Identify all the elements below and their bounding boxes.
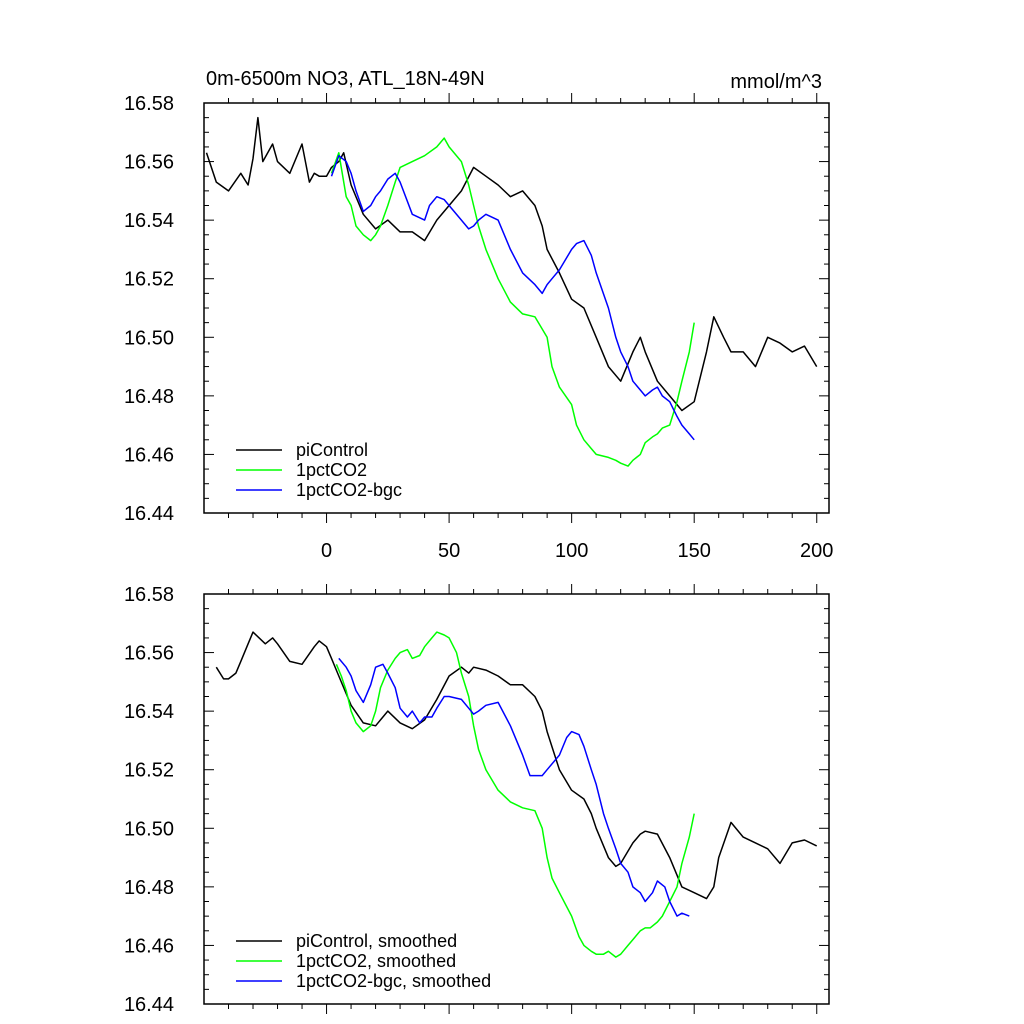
y-tick-label: 16.54 <box>124 210 174 232</box>
series-line-1pctco2-smoothed <box>335 631 695 958</box>
legend-label: 1pctCO2-bgc <box>296 480 402 500</box>
series-line-picontrol <box>205 116 818 412</box>
series-line-1pctco2-bgc <box>330 154 695 441</box>
y-tick-label: 16.48 <box>124 386 174 408</box>
x-tick-label: 100 <box>555 540 588 562</box>
y-tick-label: 16.56 <box>124 152 174 174</box>
x-tick-label: 50 <box>438 540 460 562</box>
x-tick-label: 150 <box>678 540 711 562</box>
panel-bottom: 16.44 16.46 16.48 16.50 16.52 16.54 16.56 16.58… <box>124 584 830 1016</box>
legend-label: piControl, smoothed <box>296 931 457 951</box>
y-tick-label: 16.44 <box>124 994 174 1016</box>
x-tick-label: 0 <box>321 540 332 562</box>
series-bottom <box>215 631 818 958</box>
legend-label: 1pctCO2-bgc, smoothed <box>296 971 491 991</box>
y-tick-label: 16.50 <box>124 818 174 840</box>
y-tick-label: 16.58 <box>124 584 174 606</box>
legend-label: 1pctCO2, smoothed <box>296 951 456 971</box>
y-tick-label: 16.52 <box>124 760 174 782</box>
y-tick-label: 16.52 <box>124 269 174 291</box>
y-tick-label: 16.46 <box>124 935 174 957</box>
panel-top: 0m-6500m NO3, ATL_18N-49N mmol/m^3 16.44… <box>124 68 833 562</box>
legend-label: 1pctCO2 <box>296 460 367 480</box>
legend-label: piControl <box>296 440 368 460</box>
y-tick-label: 16.58 <box>124 93 174 115</box>
y-tick-label: 16.56 <box>124 643 174 665</box>
x-axis-bottom <box>228 584 818 1014</box>
y-tick-label: 16.48 <box>124 877 174 899</box>
y-tick-label: 16.50 <box>124 327 174 349</box>
y-tick-label: 16.44 <box>124 503 174 525</box>
series-line-picontrol-smoothed <box>215 631 818 900</box>
y-axis-top: 16.44 16.46 16.48 16.50 16.52 16.54 16.56 16.58 <box>124 93 829 525</box>
x-tick-label: 200 <box>800 540 833 562</box>
series-line-1pctco2-bgc-smoothed <box>338 657 690 917</box>
chart-title: 0m-6500m NO3, ATL_18N-49N <box>206 68 485 90</box>
series-top <box>205 116 818 467</box>
series-line-1pctco2 <box>330 137 695 467</box>
y-axis-bottom: 16.44 16.46 16.48 16.50 16.52 16.54 16.56 16.58 <box>124 584 829 1016</box>
x-axis-top: 0 50 100 150 200 <box>228 93 833 562</box>
y-tick-label: 16.54 <box>124 701 174 723</box>
y-tick-label: 16.46 <box>124 444 174 466</box>
chart-units: mmol/m^3 <box>730 71 822 93</box>
